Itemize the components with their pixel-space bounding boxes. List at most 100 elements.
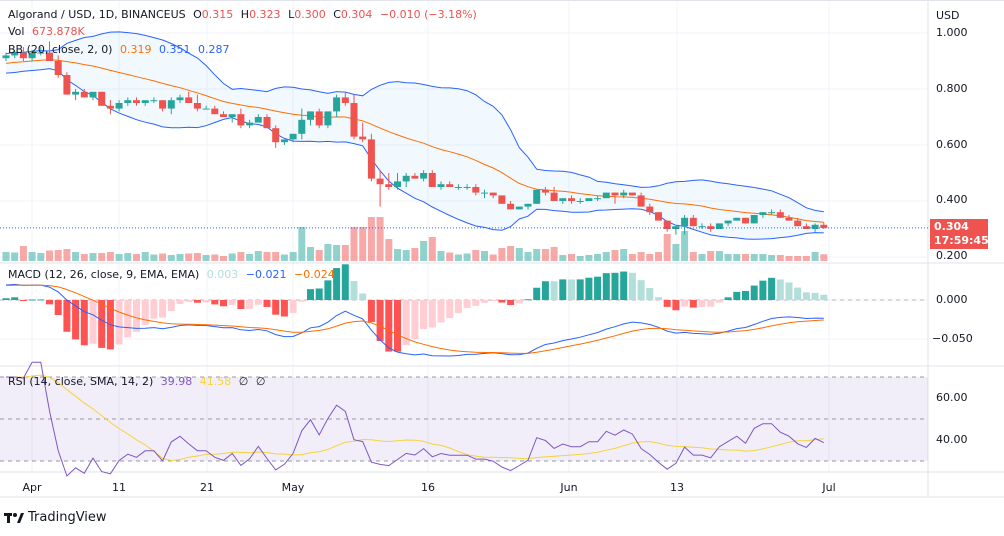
candle-body bbox=[228, 114, 236, 117]
candle-body bbox=[628, 192, 636, 196]
rsi-sma-line bbox=[6, 374, 824, 462]
volume-bar bbox=[176, 254, 184, 261]
candle-body bbox=[742, 217, 749, 224]
volume-bar bbox=[307, 247, 314, 261]
volume-bar bbox=[507, 246, 515, 261]
ohlc-open: O0.315 bbox=[193, 8, 233, 21]
candle-body bbox=[681, 217, 689, 227]
macd-line-value: −0.021 bbox=[245, 268, 287, 281]
macd-histogram-bar bbox=[54, 300, 62, 316]
ohlc-low-value: 0.300 bbox=[294, 8, 326, 21]
macd-histogram-bar bbox=[568, 279, 575, 300]
macd-histogram-bar bbox=[689, 300, 697, 308]
volume-bar bbox=[533, 249, 541, 261]
ohlc-low: L0.300 bbox=[288, 8, 326, 21]
candle-body bbox=[280, 139, 288, 143]
volume-bar bbox=[489, 254, 497, 261]
candle-body bbox=[237, 114, 245, 126]
volume-bar bbox=[54, 250, 62, 261]
rsi-legend[interactable]: RSI (14, close, SMA, 14, 2) 39.98 41.58 … bbox=[8, 375, 269, 388]
candle-body bbox=[576, 201, 584, 202]
candle-body bbox=[141, 100, 149, 103]
macd-histogram-bar bbox=[193, 300, 201, 303]
candle-body bbox=[394, 181, 401, 187]
candle-body bbox=[2, 55, 10, 59]
macd-histogram-bar bbox=[72, 300, 80, 340]
candle-body bbox=[515, 206, 523, 210]
price-tick: 0.400 bbox=[936, 193, 968, 206]
ohlc-open-value: 0.315 bbox=[201, 8, 234, 21]
volume-bar bbox=[785, 256, 793, 261]
candle-body bbox=[794, 220, 802, 227]
candle-body bbox=[568, 198, 575, 201]
macd-histogram-bar bbox=[472, 300, 480, 306]
macd-histogram-bar bbox=[602, 273, 610, 300]
volume-bar bbox=[141, 252, 149, 261]
volume-bar bbox=[454, 254, 462, 261]
volume-bar bbox=[420, 241, 428, 261]
macd-label: MACD (12, 26, close, 9, EMA, EMA) bbox=[8, 268, 200, 281]
time-label: Jul bbox=[822, 481, 836, 494]
rsi-extra-1: ∅ bbox=[238, 375, 249, 388]
candle-body bbox=[472, 187, 480, 193]
candle-body bbox=[19, 52, 27, 59]
candle-body bbox=[89, 91, 97, 98]
volume-bar bbox=[37, 253, 45, 261]
macd-histogram-bar bbox=[463, 300, 471, 308]
ohlc-close-value: 0.304 bbox=[340, 8, 373, 21]
macd-histogram-bar bbox=[263, 300, 271, 307]
tradingview-brand[interactable]: TradingView bbox=[4, 510, 107, 525]
candle-body bbox=[63, 75, 71, 95]
candle-body bbox=[707, 226, 715, 229]
macd-histogram-bar bbox=[776, 279, 784, 300]
candle-body bbox=[802, 226, 810, 229]
candle-body bbox=[11, 52, 19, 56]
time-label: Apr bbox=[22, 481, 42, 494]
volume-value: 673.878K bbox=[31, 25, 85, 38]
volume-bar bbox=[663, 234, 671, 261]
candle-body bbox=[359, 136, 367, 140]
candle-body bbox=[585, 198, 593, 201]
macd-histogram-bar bbox=[37, 299, 45, 301]
macd-histogram-bar bbox=[63, 300, 71, 332]
candle-body bbox=[106, 105, 114, 109]
candle-body bbox=[115, 103, 123, 109]
time-label: 16 bbox=[421, 481, 435, 494]
candle-body bbox=[307, 111, 314, 120]
macd-legend[interactable]: MACD (12, 26, close, 9, EMA, EMA) 0.003 … bbox=[8, 268, 339, 281]
volume-bar bbox=[472, 250, 480, 261]
candle-body bbox=[298, 119, 306, 134]
volume-legend[interactable]: Vol 673.878K bbox=[8, 25, 89, 38]
macd-histogram-bar bbox=[437, 300, 445, 323]
macd-histogram-bar bbox=[228, 300, 236, 305]
volume-bar bbox=[602, 252, 610, 261]
candle-body bbox=[759, 212, 767, 215]
candle-body bbox=[246, 122, 254, 126]
bb-legend[interactable]: BB (20, close, 2, 0) 0.319 0.351 0.287 bbox=[8, 43, 233, 56]
macd-histogram-bar bbox=[167, 300, 175, 311]
volume-bar bbox=[376, 217, 384, 261]
volume-bar bbox=[211, 254, 219, 261]
macd-histogram-bar bbox=[89, 300, 97, 344]
volume-bar bbox=[202, 255, 210, 261]
macd-histogram-bar bbox=[289, 300, 297, 313]
price-tick: 0.800 bbox=[936, 82, 968, 95]
ohlc-high-value: 0.323 bbox=[249, 8, 281, 21]
volume-bar bbox=[802, 256, 810, 261]
ohlc-high: H0.323 bbox=[241, 8, 281, 21]
macd-histogram-bar bbox=[272, 300, 280, 315]
volume-bar bbox=[2, 252, 10, 261]
macd-histogram-bar bbox=[420, 300, 428, 330]
bar-countdown: 17:59:45 bbox=[934, 234, 989, 247]
candle-body bbox=[811, 224, 819, 229]
volume-bar bbox=[724, 254, 732, 261]
macd-histogram-bar bbox=[341, 264, 349, 300]
macd-histogram-bar bbox=[724, 297, 732, 300]
volume-bar bbox=[707, 251, 715, 261]
volume-bar bbox=[637, 252, 645, 261]
currency-label[interactable]: USD bbox=[936, 9, 960, 22]
macd-histogram-bar bbox=[750, 285, 758, 300]
candle-body bbox=[211, 108, 219, 115]
candle-body bbox=[28, 52, 36, 59]
